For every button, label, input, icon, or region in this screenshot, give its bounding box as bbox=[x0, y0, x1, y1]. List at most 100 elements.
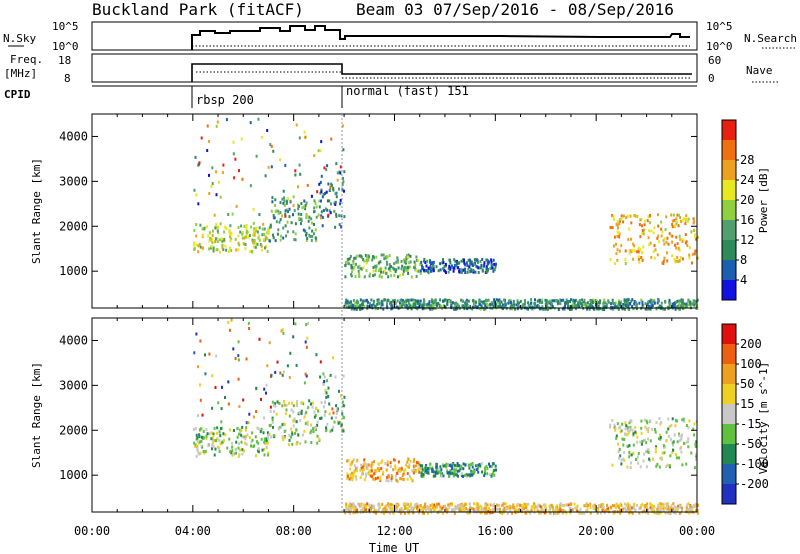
echo-cell bbox=[249, 250, 252, 254]
echo-cell bbox=[195, 193, 198, 197]
echo-cell bbox=[385, 468, 388, 472]
echo-cell bbox=[518, 301, 521, 305]
echo-cell bbox=[207, 444, 210, 448]
echo-cell bbox=[654, 450, 657, 454]
echo-cell bbox=[573, 305, 576, 308]
echo-cell bbox=[213, 453, 216, 457]
echo-cell bbox=[489, 464, 491, 468]
echo-cell bbox=[399, 468, 402, 472]
echo-cell bbox=[629, 461, 632, 465]
echo-cell bbox=[609, 226, 612, 229]
echo-cell bbox=[660, 234, 663, 238]
echo-cell bbox=[252, 221, 255, 225]
echo-cell bbox=[212, 432, 215, 436]
echo-cell bbox=[567, 304, 569, 308]
echo-cell bbox=[544, 503, 546, 507]
echo-cell bbox=[627, 431, 630, 435]
echo-cell bbox=[628, 421, 631, 425]
echo-cell bbox=[357, 502, 360, 506]
echo-cell bbox=[293, 209, 296, 213]
echo-cell bbox=[320, 416, 323, 420]
echo-cell bbox=[406, 265, 409, 269]
echo-cell bbox=[630, 453, 633, 457]
echo-cell bbox=[418, 465, 421, 469]
echo-cell bbox=[676, 220, 679, 224]
echo-cell bbox=[412, 511, 414, 515]
echo-cell bbox=[335, 408, 338, 412]
echo-cell bbox=[395, 268, 398, 272]
echo-cell bbox=[504, 302, 507, 306]
echo-cell bbox=[642, 232, 645, 236]
echo-cell bbox=[357, 300, 360, 304]
echo-cell bbox=[371, 462, 374, 466]
echo-cell bbox=[677, 260, 680, 264]
echo-cell bbox=[618, 301, 621, 305]
echo-cell bbox=[294, 169, 297, 173]
echo-cell bbox=[607, 506, 610, 510]
echo-cell bbox=[526, 509, 529, 513]
echo-cell bbox=[287, 210, 289, 214]
echo-cell bbox=[423, 300, 426, 304]
echo-cell bbox=[640, 419, 643, 423]
echo-cell bbox=[685, 506, 688, 510]
echo-cell bbox=[349, 467, 352, 471]
echo-cell bbox=[228, 437, 231, 441]
echo-cell bbox=[576, 305, 579, 309]
echo-cell bbox=[232, 452, 235, 456]
echo-cell bbox=[616, 422, 619, 426]
echo-cell bbox=[485, 509, 488, 512]
echo-cell bbox=[667, 242, 670, 246]
echo-cell bbox=[218, 446, 221, 450]
echo-cell bbox=[626, 303, 629, 307]
echo-cell bbox=[671, 225, 674, 229]
echo-cell bbox=[463, 258, 465, 262]
echo-cell bbox=[598, 307, 600, 311]
echo-cell bbox=[310, 429, 313, 433]
echo-cell bbox=[543, 511, 546, 515]
echo-cell bbox=[374, 304, 377, 308]
echo-cell bbox=[437, 302, 440, 305]
echo-cell bbox=[632, 214, 635, 217]
echo-cell bbox=[355, 299, 358, 303]
echo-cell bbox=[447, 471, 450, 475]
echo-cell bbox=[667, 427, 670, 431]
echo-cell bbox=[208, 231, 211, 235]
echo-cell bbox=[694, 445, 697, 448]
echo-cell bbox=[201, 246, 204, 250]
echo-cell bbox=[305, 323, 308, 327]
echo-cell bbox=[443, 298, 446, 302]
echo-cell bbox=[456, 266, 459, 270]
echo-cell bbox=[424, 261, 427, 264]
echo-cell bbox=[306, 336, 309, 340]
echo-cell bbox=[667, 508, 670, 512]
echo-cell bbox=[606, 509, 609, 513]
echo-cell bbox=[293, 417, 296, 421]
echo-cell bbox=[252, 233, 255, 237]
echo-cell bbox=[613, 262, 616, 265]
echo-cell bbox=[395, 260, 398, 264]
echo-cell bbox=[677, 224, 680, 228]
echo-cell bbox=[662, 307, 665, 311]
echo-cell bbox=[304, 207, 307, 211]
echo-cell bbox=[574, 506, 577, 510]
echo-cell bbox=[251, 238, 254, 242]
echo-cell bbox=[315, 239, 318, 243]
echo-cell bbox=[290, 427, 293, 431]
echo-cell bbox=[219, 195, 222, 199]
echo-cell bbox=[374, 477, 377, 480]
echo-cell bbox=[686, 244, 689, 247]
echo-cell bbox=[693, 235, 696, 239]
echo-cell bbox=[320, 210, 323, 214]
echo-cell bbox=[684, 222, 687, 226]
ytick-label: 4000 bbox=[59, 129, 88, 143]
echo-cell bbox=[437, 470, 440, 474]
echo-cell bbox=[211, 443, 214, 447]
echo-cell bbox=[243, 224, 246, 228]
echo-cell bbox=[397, 468, 400, 472]
echo-cell bbox=[549, 507, 552, 511]
echo-cell bbox=[327, 386, 330, 390]
echo-cell bbox=[252, 229, 255, 233]
echo-cell bbox=[271, 418, 274, 422]
echo-cell bbox=[685, 214, 688, 218]
echo-cell bbox=[429, 307, 432, 311]
